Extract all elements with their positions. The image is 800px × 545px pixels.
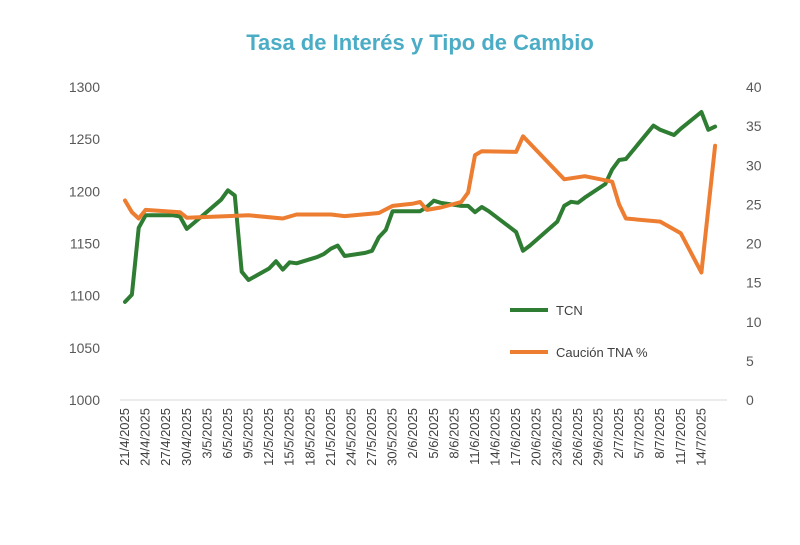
x-tick-label: 5/6/2025 [426,408,441,459]
x-tick-label: 11/7/2025 [673,408,688,465]
right-tick-label: 25 [746,196,762,212]
x-tick-label: 30/4/2025 [179,408,194,466]
right-tick-label: 0 [746,392,754,408]
left-tick-label: 1000 [69,392,100,408]
series-line-tcn [123,110,718,304]
x-tick-label: 30/5/2025 [385,408,400,466]
right-tick-label: 40 [746,79,762,95]
x-tick-label: 21/4/2025 [117,408,132,466]
x-tick-label: 23/6/2025 [549,408,564,466]
x-tick-label: 14/6/2025 [488,408,503,466]
x-tick-label: 21/5/2025 [323,408,338,466]
x-tick-label: 11/6/2025 [467,408,482,465]
right-tick-label: 20 [746,236,762,252]
x-tick-label: 14/7/2025 [693,408,708,466]
x-tick-label: 6/5/2025 [220,408,235,459]
left-tick-label: 1200 [69,183,100,199]
right-tick-label: 5 [746,353,754,369]
x-tick-label: 26/6/2025 [570,408,585,466]
legend-label: Caución TNA % [556,345,648,360]
x-tick-label: 24/4/2025 [138,408,153,466]
right-tick-label: 15 [746,275,762,291]
left-axis-ticks: 1000 1050 1100 1150 1200 1250 1300 [69,79,100,408]
series-layer [123,110,718,304]
x-tick-label: 27/5/2025 [364,408,379,466]
right-tick-label: 30 [746,157,762,173]
x-tick-label: 12/5/2025 [261,408,276,466]
x-tick-label: 27/4/2025 [158,408,173,466]
x-tick-label: 5/7/2025 [632,408,647,459]
right-axis-ticks: 0 5 10 15 20 25 30 35 40 [746,79,762,408]
left-tick-label: 1100 [70,288,100,304]
left-tick-label: 1250 [69,131,100,147]
right-tick-label: 10 [746,314,762,330]
x-tick-label: 2/7/2025 [611,408,626,459]
left-tick-label: 1150 [70,236,100,252]
x-tick-label: 8/6/2025 [446,408,461,459]
left-tick-label: 1300 [69,79,100,95]
series-line-caucion [123,134,718,275]
x-tick-label: 18/5/2025 [302,408,317,466]
legend: TCN Caución TNA % [510,303,648,360]
left-tick-label: 1050 [69,340,100,356]
x-tick-label: 15/5/2025 [282,408,297,466]
x-tick-label: 9/5/2025 [241,408,256,459]
x-tick-label: 29/6/2025 [590,408,605,466]
chart-title: Tasa de Interés y Tipo de Cambio [246,30,594,55]
x-axis-ticks: 21/4/2025 24/4/2025 27/4/2025 30/4/2025 3/5/… [117,408,708,466]
right-tick-label: 35 [746,118,762,134]
legend-label: TCN [556,303,583,318]
x-tick-label: 17/6/2025 [508,408,523,466]
x-tick-label: 2/6/2025 [405,408,420,459]
x-tick-label: 20/6/2025 [529,408,544,466]
x-tick-label: 3/5/2025 [199,408,214,459]
x-tick-label: 8/7/2025 [652,408,667,459]
x-tick-label: 24/5/2025 [343,408,358,466]
